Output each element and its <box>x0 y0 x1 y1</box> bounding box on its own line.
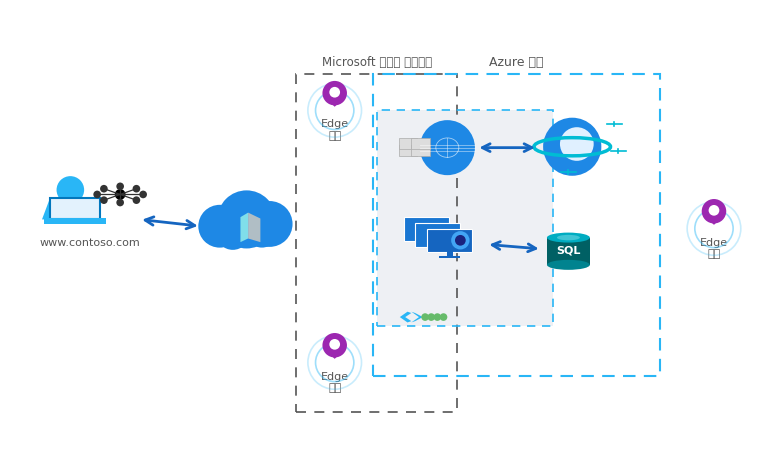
Ellipse shape <box>547 233 590 243</box>
Text: Azure 지역: Azure 지역 <box>489 56 544 69</box>
Ellipse shape <box>57 176 84 204</box>
Polygon shape <box>325 350 344 359</box>
Ellipse shape <box>322 333 347 357</box>
Ellipse shape <box>708 205 719 216</box>
Bar <box>373 74 661 376</box>
Polygon shape <box>400 312 411 323</box>
Ellipse shape <box>560 127 594 161</box>
Ellipse shape <box>420 120 475 175</box>
Ellipse shape <box>702 199 726 223</box>
Ellipse shape <box>139 191 147 198</box>
Ellipse shape <box>100 197 108 204</box>
Text: Microsoft 글로벌 네트워크: Microsoft 글로벌 네트워크 <box>321 56 432 69</box>
Ellipse shape <box>100 185 108 192</box>
FancyBboxPatch shape <box>427 228 472 252</box>
FancyBboxPatch shape <box>415 223 461 247</box>
Ellipse shape <box>132 185 140 192</box>
FancyBboxPatch shape <box>399 145 418 156</box>
Ellipse shape <box>218 191 276 249</box>
Text: Edge
위치: Edge 위치 <box>321 119 349 141</box>
Ellipse shape <box>421 313 429 321</box>
FancyBboxPatch shape <box>411 138 430 149</box>
Ellipse shape <box>434 313 441 321</box>
Bar <box>377 111 553 326</box>
Ellipse shape <box>547 260 590 270</box>
FancyBboxPatch shape <box>435 245 441 251</box>
Ellipse shape <box>245 214 278 248</box>
Ellipse shape <box>198 205 241 248</box>
Ellipse shape <box>557 235 580 240</box>
Ellipse shape <box>132 197 140 204</box>
Polygon shape <box>325 98 344 107</box>
FancyBboxPatch shape <box>411 145 430 156</box>
FancyBboxPatch shape <box>424 239 430 245</box>
FancyBboxPatch shape <box>547 238 590 265</box>
FancyBboxPatch shape <box>404 217 449 241</box>
Text: Edge
위치: Edge 위치 <box>321 372 349 393</box>
Polygon shape <box>704 216 723 225</box>
FancyBboxPatch shape <box>416 244 438 247</box>
Ellipse shape <box>322 81 347 106</box>
Ellipse shape <box>93 191 101 198</box>
FancyBboxPatch shape <box>50 197 100 219</box>
Text: www.contoso.com: www.contoso.com <box>39 238 140 248</box>
Ellipse shape <box>440 313 448 321</box>
Polygon shape <box>42 199 98 219</box>
Text: Edge
위치: Edge 위치 <box>700 238 728 259</box>
Ellipse shape <box>216 216 250 250</box>
Text: SQL: SQL <box>556 245 581 255</box>
Ellipse shape <box>329 339 340 350</box>
FancyBboxPatch shape <box>447 250 453 257</box>
Polygon shape <box>411 312 423 323</box>
Bar <box>296 74 458 413</box>
Ellipse shape <box>115 189 125 200</box>
FancyBboxPatch shape <box>399 138 418 149</box>
Bar <box>377 111 553 326</box>
FancyBboxPatch shape <box>439 256 461 259</box>
FancyBboxPatch shape <box>428 250 449 253</box>
Ellipse shape <box>451 231 470 250</box>
Polygon shape <box>248 213 261 242</box>
Ellipse shape <box>543 118 601 176</box>
Ellipse shape <box>116 199 124 207</box>
Ellipse shape <box>116 182 124 190</box>
Ellipse shape <box>247 201 292 247</box>
Ellipse shape <box>329 87 340 98</box>
Ellipse shape <box>455 235 466 246</box>
FancyBboxPatch shape <box>44 218 106 224</box>
Ellipse shape <box>428 313 435 321</box>
Polygon shape <box>241 213 248 242</box>
